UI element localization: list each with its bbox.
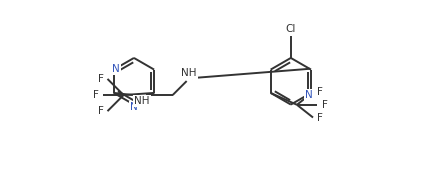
Text: F: F [317, 87, 323, 97]
Text: N: N [130, 102, 138, 112]
Text: N: N [112, 64, 120, 74]
Text: F: F [98, 74, 104, 84]
Text: NH: NH [134, 96, 150, 106]
Text: N: N [305, 90, 313, 100]
Text: NH: NH [181, 68, 196, 78]
Text: F: F [93, 90, 99, 100]
Text: F: F [322, 100, 328, 110]
Text: F: F [317, 113, 323, 122]
Text: F: F [98, 106, 104, 116]
Text: Cl: Cl [286, 24, 296, 34]
